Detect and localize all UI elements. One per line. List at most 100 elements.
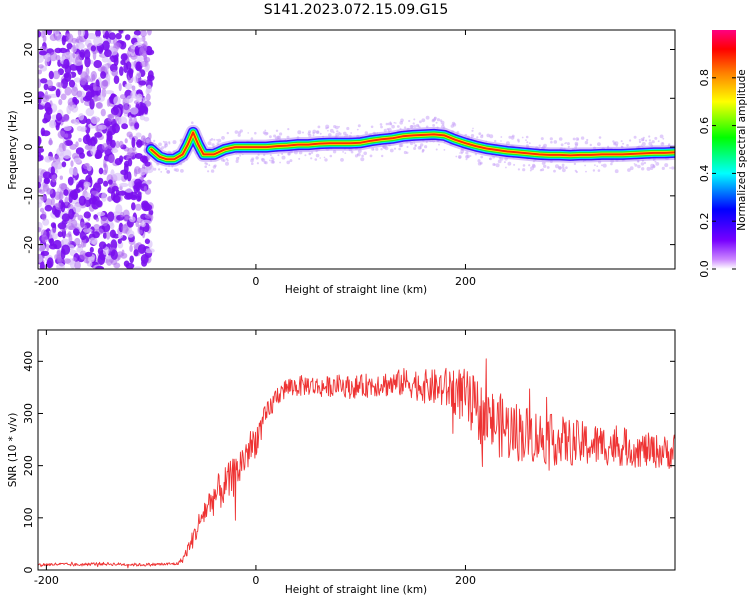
ridge-halo-speck xyxy=(460,152,463,155)
ridge-halo-speck xyxy=(495,163,500,168)
noise-blob xyxy=(46,30,53,36)
noise-blob xyxy=(129,134,134,140)
ridge-halo-speck xyxy=(275,129,279,132)
noise-blob xyxy=(70,104,79,113)
colorbar-tick-label: 0.2 xyxy=(698,212,711,230)
y-tick-label: 0 xyxy=(22,144,35,151)
noise-blob xyxy=(80,126,87,132)
noise-blob xyxy=(57,231,63,238)
ridge-halo-speck xyxy=(669,167,671,169)
ridge-halo-speck xyxy=(494,139,497,143)
ridge-halo-speck xyxy=(168,142,171,145)
noise-blob xyxy=(38,136,41,147)
ridge-halo-speck xyxy=(470,134,475,138)
noise-blob xyxy=(107,179,113,185)
noise-blob xyxy=(85,107,95,117)
x-tick-label: 200 xyxy=(455,574,476,587)
ridge-halo-speck xyxy=(424,145,428,149)
ridge-halo-speck xyxy=(160,171,163,173)
noise-blob xyxy=(102,246,110,256)
ridge-halo-speck xyxy=(575,137,580,141)
noise-blob xyxy=(118,30,124,34)
ridge-halo-speck xyxy=(158,142,162,147)
noise-blob xyxy=(144,213,152,219)
ridge-halo-speck xyxy=(298,157,301,160)
noise-blob xyxy=(136,195,142,202)
noise-blob xyxy=(147,70,154,79)
ridge-halo-speck xyxy=(575,170,578,174)
ridge-halo-speck xyxy=(661,166,665,170)
ridge-halo-speck xyxy=(342,151,344,153)
ridge-halo-speck xyxy=(589,143,592,147)
ridge-halo-speck xyxy=(387,127,392,132)
noise-blob xyxy=(120,59,126,66)
ridge-halo-speck xyxy=(317,125,321,129)
y-tick-label: 20 xyxy=(22,43,35,57)
noise-blob xyxy=(80,30,86,37)
noise-blob xyxy=(48,120,57,129)
noise-blob xyxy=(113,56,119,67)
ridge-halo-speck xyxy=(565,142,567,144)
noise-blob xyxy=(52,161,63,170)
ridge-halo-speck xyxy=(471,129,474,132)
noise-blob xyxy=(38,147,45,153)
noise-blob xyxy=(95,217,100,222)
ridge-halo-speck xyxy=(209,139,212,142)
noise-blob xyxy=(106,132,113,142)
ridge-halo-speck xyxy=(522,168,526,172)
noise-blob xyxy=(109,139,116,148)
ridge-halo-speck xyxy=(432,119,435,122)
noise-blob xyxy=(78,113,85,121)
noise-blob xyxy=(77,64,83,75)
noise-blob xyxy=(120,169,129,176)
ridge-halo-speck xyxy=(629,166,634,171)
noise-blob xyxy=(71,219,78,228)
noise-blob xyxy=(38,69,42,75)
noise-blob xyxy=(74,260,81,269)
ridge-halo-speck xyxy=(627,168,631,172)
ridge-halo-speck xyxy=(480,155,484,159)
ridge-halo-speck xyxy=(513,163,516,166)
ridge-halo-speck xyxy=(422,149,425,152)
noise-blob xyxy=(100,71,107,79)
ridge-halo-speck xyxy=(309,152,311,155)
ridge-halo-speck xyxy=(584,140,589,145)
noise-blob xyxy=(93,60,102,69)
noise-blob xyxy=(95,200,103,208)
ridge-halo-speck xyxy=(541,161,546,165)
noise-blob xyxy=(98,167,104,175)
ridge-halo-speck xyxy=(400,118,404,123)
noise-blob xyxy=(50,222,57,229)
noise-blob xyxy=(119,182,129,188)
noise-blob xyxy=(100,216,109,227)
noise-blob xyxy=(93,82,97,91)
ridge-halo-speck xyxy=(417,146,422,150)
noise-blob xyxy=(102,79,108,87)
ridge-halo-speck xyxy=(344,152,347,155)
noise-blob xyxy=(91,190,99,195)
noise-blob xyxy=(55,112,63,122)
noise-blob xyxy=(60,248,66,260)
noise-blob xyxy=(133,266,143,269)
ridge-halo-speck xyxy=(459,152,461,154)
noise-blob xyxy=(106,98,111,107)
ridge-halo-speck xyxy=(492,163,496,166)
noise-blob xyxy=(104,30,110,40)
ridge-halo-speck xyxy=(525,135,529,139)
noise-blob xyxy=(134,203,142,211)
ridge-halo-speck xyxy=(207,141,212,146)
ridge-halo-speck xyxy=(657,140,660,143)
noise-blob xyxy=(143,203,153,211)
ridge-halo-speck xyxy=(439,119,443,122)
noise-blob xyxy=(61,213,70,222)
ridge-halo-speck xyxy=(210,169,215,173)
noise-blob xyxy=(50,166,55,176)
x-tick-label: -200 xyxy=(34,275,59,288)
ridge-halo-speck xyxy=(380,148,383,151)
ridge-halo-speck xyxy=(477,159,481,163)
ridge-halo-speck xyxy=(379,123,383,126)
noise-blob xyxy=(103,180,109,187)
ridge-halo-speck xyxy=(204,165,207,168)
ridge-halo-speck xyxy=(273,134,277,138)
ridge-halo-speck xyxy=(525,139,527,142)
